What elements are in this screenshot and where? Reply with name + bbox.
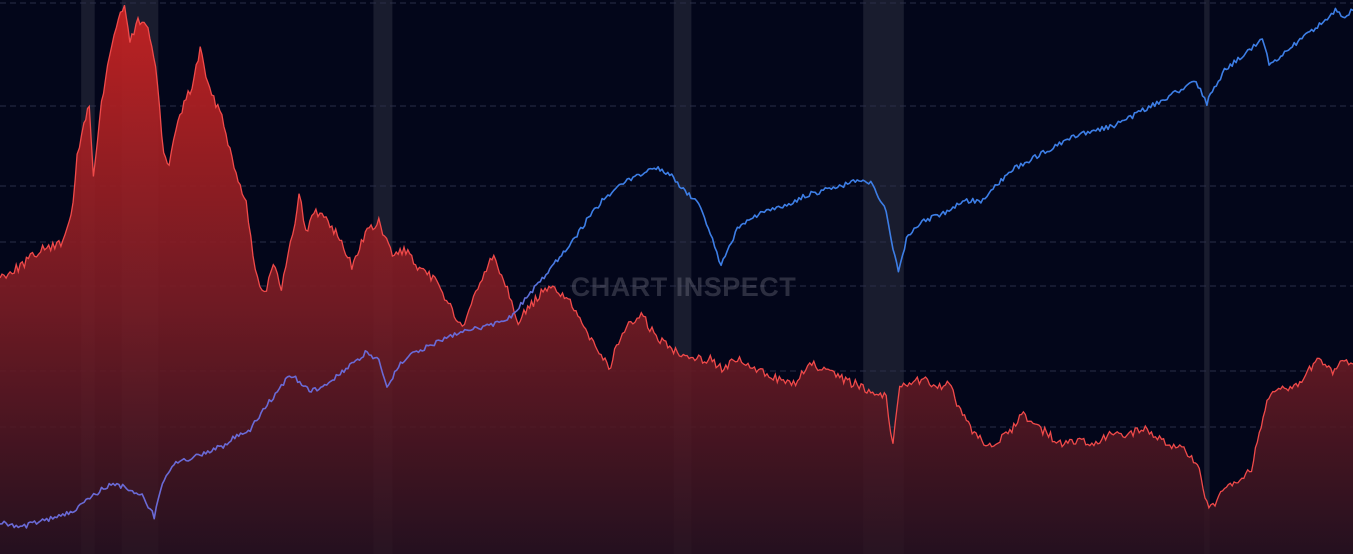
series-1-line	[0, 7, 1353, 529]
series-0-area	[0, 5, 1353, 554]
series-layer	[0, 4, 1353, 554]
shaded-period-5	[1204, 0, 1210, 554]
series-0-line	[0, 4, 1353, 510]
